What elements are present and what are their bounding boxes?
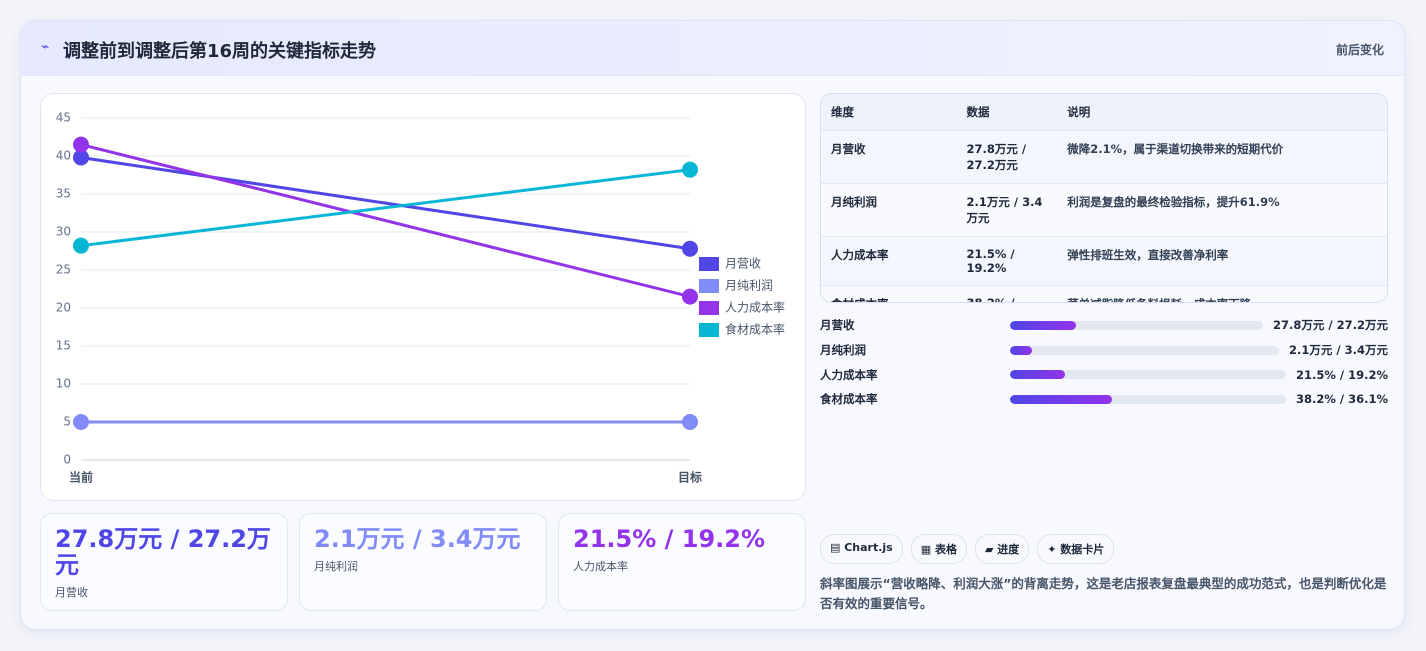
y-tick-label: 35 bbox=[56, 187, 71, 201]
point bbox=[682, 240, 698, 257]
table-row: 月纯利润 2.1万元 / 3.4万元 利润是复盘的最终检验指标，提升61.9% bbox=[821, 183, 1387, 237]
progress-row: 人力成本率 21.5% / 19.2% bbox=[820, 362, 1388, 387]
progress-row: 食材成本率 38.2% / 36.1% bbox=[820, 387, 1388, 412]
y-tick-label: 20 bbox=[56, 301, 71, 315]
progress-value: 21.5% / 19.2% bbox=[1296, 367, 1388, 382]
chips: ▤ Chart.js ▦ 表格 ▰ 进度 ✦ 数据卡片 bbox=[820, 534, 1115, 564]
progress-value: 38.2% / 36.1% bbox=[1296, 392, 1388, 407]
stat-card: 2.1万元 / 3.4万元月纯利润 bbox=[299, 513, 547, 611]
stat-label: 月营收 bbox=[55, 586, 88, 599]
stat-label: 人力成本率 bbox=[573, 560, 628, 573]
stat-card: 21.5% / 19.2% 人力成本率 bbox=[558, 513, 806, 611]
legend-swatch bbox=[699, 301, 719, 315]
table-row: 人力成本率 21.5% / 19.2% 弹性排班生效，直接改善净利率 bbox=[821, 236, 1387, 286]
progress-fill bbox=[1010, 370, 1066, 380]
table-cell: 利润是复盘的最终检验指标，提升61.9% bbox=[1057, 183, 1387, 237]
table-cell: 食材成本率 bbox=[821, 285, 957, 302]
progress-track bbox=[1010, 370, 1286, 380]
legend-swatch bbox=[699, 257, 719, 271]
point bbox=[73, 414, 89, 430]
note: 斜率图展示“营收略降、利润大涨”的背离走势，这是老店报表复盘最典型的成功范式，也… bbox=[820, 576, 1387, 611]
chart-panel: 0 5 10 15 20 25 30 35 40 45 当前 目标 月营收月纯利润人力成本率食材成本率 bbox=[40, 93, 806, 501]
stat-value: 27.8万元 / 27.2万元 bbox=[55, 525, 271, 579]
y-tick-label: 30 bbox=[56, 225, 71, 239]
table-cell: 人力成本率 bbox=[821, 236, 957, 286]
table-cell: 38.2% / 36.1% bbox=[956, 285, 1058, 302]
series-line bbox=[80, 168, 691, 248]
y-tick-label: 25 bbox=[56, 263, 71, 277]
progress-value: 2.1万元 / 3.4万元 bbox=[1289, 343, 1388, 358]
chip[interactable]: ✦ 数据卡片 bbox=[1037, 534, 1115, 564]
legend-label: 人力成本率 bbox=[725, 300, 785, 315]
point bbox=[73, 237, 89, 254]
series-line bbox=[80, 143, 691, 299]
table-cell: 菜单减脂降低备料损耗，成本率下降 bbox=[1057, 285, 1387, 302]
header-badge: 前后变化 bbox=[1335, 43, 1384, 57]
table-grid: 维度 数据 说明 月营收 27.8万元 / 27.2万元 微降2.1%，属于渠道切换带来的… bbox=[821, 94, 1387, 302]
header-row: 维度 数据 说明 bbox=[821, 94, 1387, 131]
progress-track bbox=[1010, 320, 1264, 330]
table-cell: 月纯利润 bbox=[821, 183, 957, 237]
legend-label: 食材成本率 bbox=[725, 322, 785, 337]
y-tick-label: 15 bbox=[56, 339, 71, 353]
stat-card: 27.8万元 / 27.2万元月营收 bbox=[40, 513, 288, 611]
header-icon: ⌁ bbox=[41, 39, 50, 55]
table: 维度 数据 说明 月营收 27.8万元 / 27.2万元 微降2.1%，属于渠道切换带来的… bbox=[820, 93, 1388, 303]
series-line bbox=[80, 156, 691, 251]
y-tick-label: 10 bbox=[56, 377, 71, 391]
y-tick-label: 45 bbox=[56, 111, 71, 125]
progress-row: 月营收 27.8万元 / 27.2万元 bbox=[820, 313, 1388, 338]
progress-label: 月营收 bbox=[820, 318, 855, 333]
stat-value: 21.5% / 19.2% bbox=[573, 525, 765, 553]
stat-value: 2.1万元 / 3.4万元 bbox=[314, 525, 521, 553]
progress-label: 食材成本率 bbox=[820, 392, 878, 407]
progress-row: 月纯利润 2.1万元 / 3.4万元 bbox=[820, 338, 1388, 363]
table-cell: 2.1万元 / 3.4万元 bbox=[956, 183, 1058, 237]
column-header: 维度 bbox=[821, 94, 957, 131]
y-tick-label: 40 bbox=[56, 149, 71, 163]
point bbox=[682, 288, 698, 305]
progress-track bbox=[1010, 345, 1280, 355]
chip[interactable]: ▰ 进度 bbox=[974, 534, 1030, 564]
legend-swatch bbox=[699, 323, 719, 337]
column-header: 说明 bbox=[1057, 94, 1387, 131]
chip[interactable]: ▦ 表格 bbox=[910, 534, 967, 564]
point bbox=[682, 161, 698, 178]
table-cell: 微降2.1%，属于渠道切换带来的短期代价 bbox=[1057, 130, 1387, 184]
table-cell: 27.8万元 / 27.2万元 bbox=[956, 130, 1058, 184]
y-tick-label: 0 bbox=[63, 453, 71, 467]
progress-label: 月纯利润 bbox=[820, 343, 866, 358]
point bbox=[73, 136, 89, 153]
table-row: 月营收 27.8万元 / 27.2万元 微降2.1%，属于渠道切换带来的短期代价 bbox=[821, 130, 1387, 184]
progress-fill bbox=[1010, 320, 1076, 330]
point bbox=[682, 414, 698, 430]
y-tick-label: 5 bbox=[63, 415, 71, 429]
x-tick-label: 目标 bbox=[678, 470, 702, 485]
card: ⌁ 调整前到调整后第16周的关键指标走势 前后变化 0 5 10 15 20 25 30 35… bbox=[20, 20, 1405, 630]
progress-label: 人力成本率 bbox=[820, 367, 878, 382]
legend-label: 月纯利润 bbox=[725, 279, 773, 293]
header-title: 调整前到调整后第16周的关键指标走势 bbox=[63, 41, 377, 62]
progress-track bbox=[1010, 394, 1286, 404]
progress-value: 27.8万元 / 27.2万元 bbox=[1273, 318, 1388, 333]
header: ⌁ 调整前到调整后第16周的关键指标走势 前后变化 bbox=[21, 21, 1404, 76]
legend-swatch bbox=[699, 279, 719, 293]
progress-list: 月营收 27.8万元 / 27.2万元月纯利润 2.1万元 / 3.4万元人力成本率… bbox=[820, 313, 1388, 412]
x-tick-label: 当前 bbox=[69, 470, 93, 485]
table-cell: 弹性排班生效，直接改善净利率 bbox=[1057, 236, 1387, 286]
progress-fill bbox=[1010, 345, 1032, 355]
column-header: 数据 bbox=[956, 94, 1058, 131]
stat-label: 月纯利润 bbox=[314, 560, 358, 573]
point bbox=[73, 149, 89, 166]
table-cell: 21.5% / 19.2% bbox=[956, 236, 1058, 286]
legend-label: 月营收 bbox=[725, 257, 761, 271]
table-cell: 月营收 bbox=[821, 130, 957, 184]
chip[interactable]: ▤ Chart.js bbox=[820, 534, 903, 564]
progress-fill bbox=[1010, 394, 1113, 404]
